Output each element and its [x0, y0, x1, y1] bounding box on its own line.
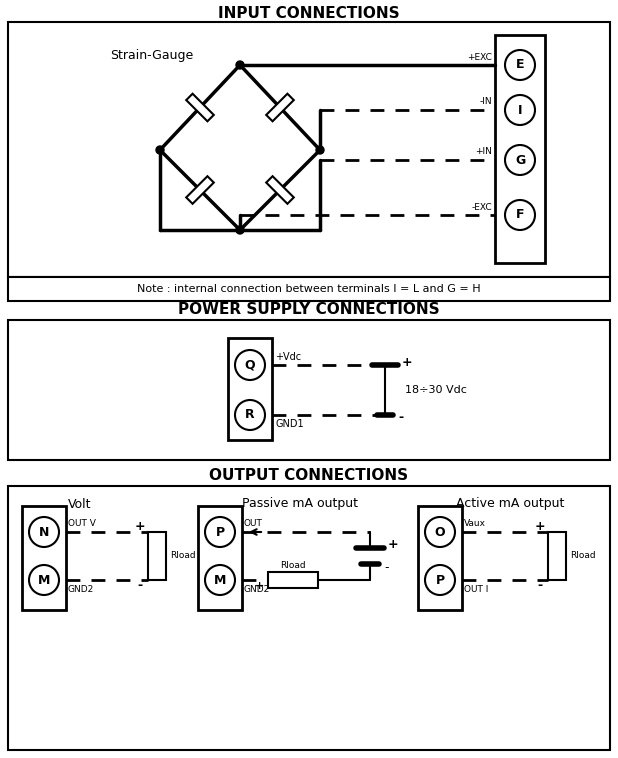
Text: P: P — [216, 525, 224, 538]
Text: OUT V: OUT V — [68, 519, 96, 528]
Circle shape — [425, 517, 455, 547]
Circle shape — [29, 565, 59, 595]
Bar — [8, 22, 610, 277]
Text: -IN: -IN — [480, 98, 492, 107]
Circle shape — [205, 565, 235, 595]
Bar — [266, 176, 294, 204]
Text: +EXC: +EXC — [467, 52, 492, 61]
Circle shape — [205, 517, 235, 547]
Bar — [186, 176, 214, 204]
Bar — [266, 94, 294, 121]
Text: Volt: Volt — [68, 497, 91, 510]
Text: +: + — [535, 519, 545, 533]
Circle shape — [505, 50, 535, 80]
Text: E: E — [516, 58, 524, 71]
Text: +: + — [388, 537, 399, 550]
Text: OUTPUT CONNECTIONS: OUTPUT CONNECTIONS — [210, 468, 408, 484]
Text: Rload: Rload — [570, 552, 596, 560]
Text: N: N — [39, 525, 49, 538]
Text: +: + — [135, 519, 145, 533]
Circle shape — [235, 350, 265, 380]
Text: P: P — [436, 574, 444, 587]
Text: R: R — [245, 409, 255, 421]
Text: +: + — [402, 356, 413, 368]
Bar — [22, 506, 66, 610]
Circle shape — [235, 400, 265, 430]
Circle shape — [236, 226, 244, 234]
Text: OUT I: OUT I — [464, 584, 488, 594]
Text: +IN: +IN — [475, 148, 492, 156]
Text: -EXC: -EXC — [472, 202, 492, 211]
Circle shape — [236, 61, 244, 69]
Circle shape — [505, 95, 535, 125]
Bar — [186, 94, 214, 121]
Bar — [268, 572, 318, 588]
Text: POWER SUPPLY CONNECTIONS: POWER SUPPLY CONNECTIONS — [178, 302, 440, 318]
Bar — [148, 532, 166, 580]
Text: M: M — [38, 574, 50, 587]
Text: Rload: Rload — [170, 552, 196, 560]
Circle shape — [29, 517, 59, 547]
Text: Active mA output: Active mA output — [456, 497, 564, 510]
Text: OUT: OUT — [244, 519, 263, 528]
Circle shape — [505, 200, 535, 230]
Text: 18÷30 Vdc: 18÷30 Vdc — [405, 385, 467, 395]
Circle shape — [425, 565, 455, 595]
Text: +Vdc: +Vdc — [275, 352, 301, 362]
Bar — [548, 532, 566, 580]
Text: GND2: GND2 — [244, 584, 270, 594]
Text: F: F — [516, 208, 524, 221]
Text: -: - — [384, 562, 389, 575]
Circle shape — [316, 146, 324, 154]
Bar — [8, 320, 610, 460]
Text: Vaux: Vaux — [464, 519, 486, 528]
Bar — [8, 486, 610, 750]
Text: -: - — [398, 412, 403, 424]
Text: I: I — [518, 104, 522, 117]
Bar — [198, 506, 242, 610]
Text: -: - — [137, 580, 143, 593]
Text: GND2: GND2 — [68, 584, 95, 594]
Text: Note : internal connection between terminals I = L and G = H: Note : internal connection between termi… — [137, 284, 481, 294]
Text: Strain-Gauge: Strain-Gauge — [110, 49, 193, 61]
Bar — [228, 338, 272, 440]
Bar — [495, 35, 545, 263]
Text: Passive mA output: Passive mA output — [242, 497, 358, 510]
Text: -: - — [538, 580, 543, 593]
Circle shape — [156, 146, 164, 154]
Text: INPUT CONNECTIONS: INPUT CONNECTIONS — [218, 7, 400, 21]
Text: O: O — [434, 525, 446, 538]
Bar — [8, 277, 610, 301]
Text: Rload: Rload — [280, 560, 306, 569]
Text: Q: Q — [245, 359, 255, 371]
Text: GND1: GND1 — [275, 419, 303, 429]
Text: +: + — [255, 581, 265, 591]
Circle shape — [505, 145, 535, 175]
Text: G: G — [515, 154, 525, 167]
Bar — [418, 506, 462, 610]
Text: M: M — [214, 574, 226, 587]
